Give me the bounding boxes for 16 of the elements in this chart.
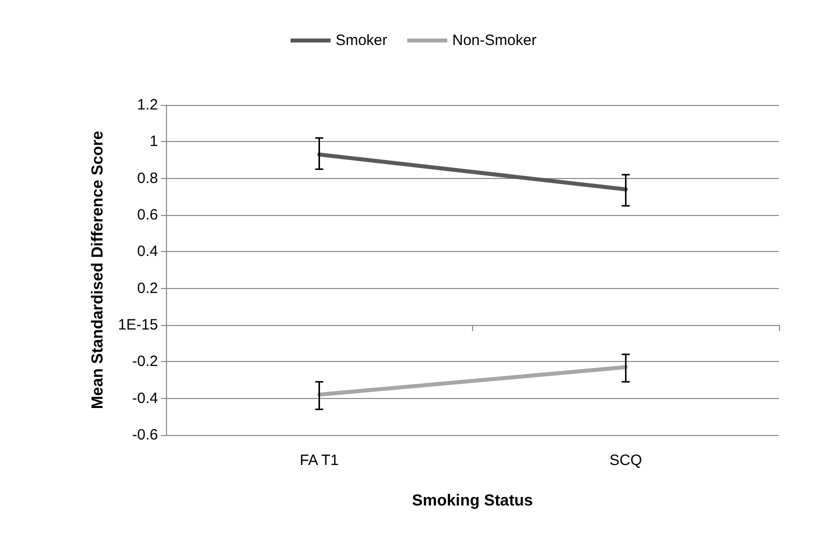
y-tick-label: 0.6: [137, 206, 158, 224]
y-tick-label: 1.2: [137, 96, 158, 114]
y-tick-label: 0.8: [137, 170, 158, 187]
x-tick-label: SCQ: [609, 452, 642, 469]
x-axis-title: Smoking Status: [412, 492, 534, 510]
y-tick-label: 0.2: [137, 280, 158, 297]
y-tick-label: 0.4: [137, 243, 158, 260]
y-tick-label: 1E-15: [118, 316, 158, 334]
legend-label: Non-Smoker: [452, 32, 536, 49]
legend-label: Smoker: [336, 32, 388, 49]
x-tick-label: FA T1: [300, 452, 339, 469]
y-tick-label: -0.6: [132, 426, 158, 444]
y-tick-label: 1: [150, 133, 158, 150]
y-axis-title: Mean Standardised Difference Score: [90, 130, 106, 410]
y-tick-label: -0.4: [132, 390, 158, 407]
y-tick-label: -0.2: [132, 353, 158, 370]
